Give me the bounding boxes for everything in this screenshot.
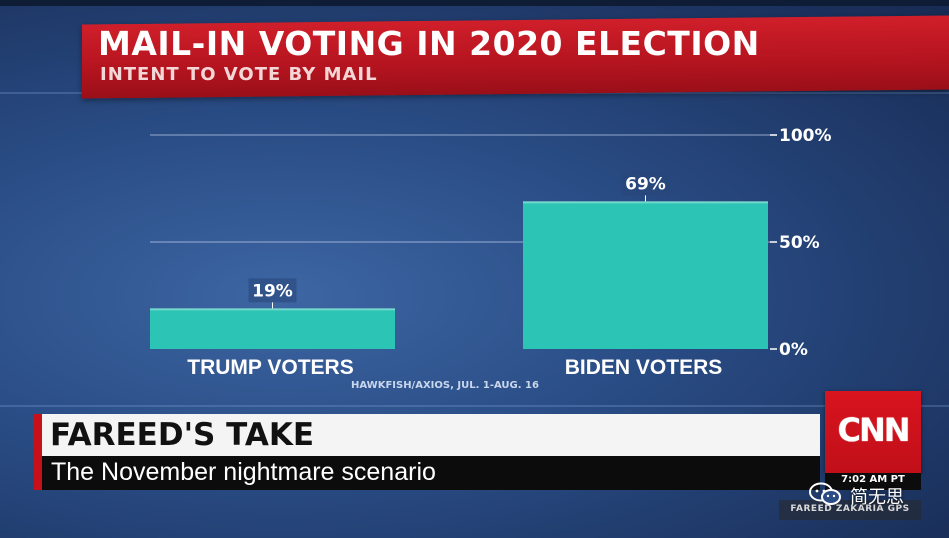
chart-title: MAIL-IN VOTING IN 2020 ELECTION xyxy=(98,24,760,63)
network-logo-box: CNN xyxy=(825,391,921,473)
chart-subtitle: INTENT TO VOTE BY MAIL xyxy=(100,64,378,85)
value-label-box xyxy=(248,278,297,303)
bar-highlight xyxy=(523,201,768,204)
lower-third-title-bar xyxy=(42,414,820,456)
lower-third-accent xyxy=(34,414,42,490)
category-label: BIDEN VOTERS xyxy=(565,356,723,379)
show-bug: FAREED ZAKARIA GPS xyxy=(779,500,921,520)
y-tick-label: 50% xyxy=(779,233,820,253)
bar xyxy=(150,308,395,349)
network-logo: CNN xyxy=(837,411,910,449)
watermark: 简无思 xyxy=(806,480,926,508)
bar-highlight xyxy=(150,308,395,311)
lower-third: FAREED'S TAKE The November nightmare sce… xyxy=(34,414,820,490)
value-label-box xyxy=(621,171,670,196)
value-label: 19% xyxy=(252,281,293,301)
watermark-text: 简无思 xyxy=(850,487,904,508)
background-stripe xyxy=(0,405,949,407)
segment-subtitle: The November nightmare scenario xyxy=(51,458,436,486)
broadcast-time: 7:02 AM PT xyxy=(841,474,905,485)
category-label: TRUMP VOTERS xyxy=(187,356,353,379)
segment-title: FAREED'S TAKE xyxy=(50,417,315,453)
lower-third-subtitle-bar xyxy=(42,456,820,490)
y-tick-label: 0% xyxy=(779,340,808,360)
value-label: 69% xyxy=(625,174,666,194)
y-tick-label: 100% xyxy=(779,126,832,146)
chat-bubbles-icon xyxy=(809,482,841,505)
bar xyxy=(523,201,768,349)
time-bar: 7:02 AM PT xyxy=(825,473,921,490)
top-bar xyxy=(0,0,949,6)
chart-source: HAWKFISH/AXIOS, JUL. 1-AUG. 16 xyxy=(351,380,539,391)
show-name: FAREED ZAKARIA GPS xyxy=(790,504,910,514)
